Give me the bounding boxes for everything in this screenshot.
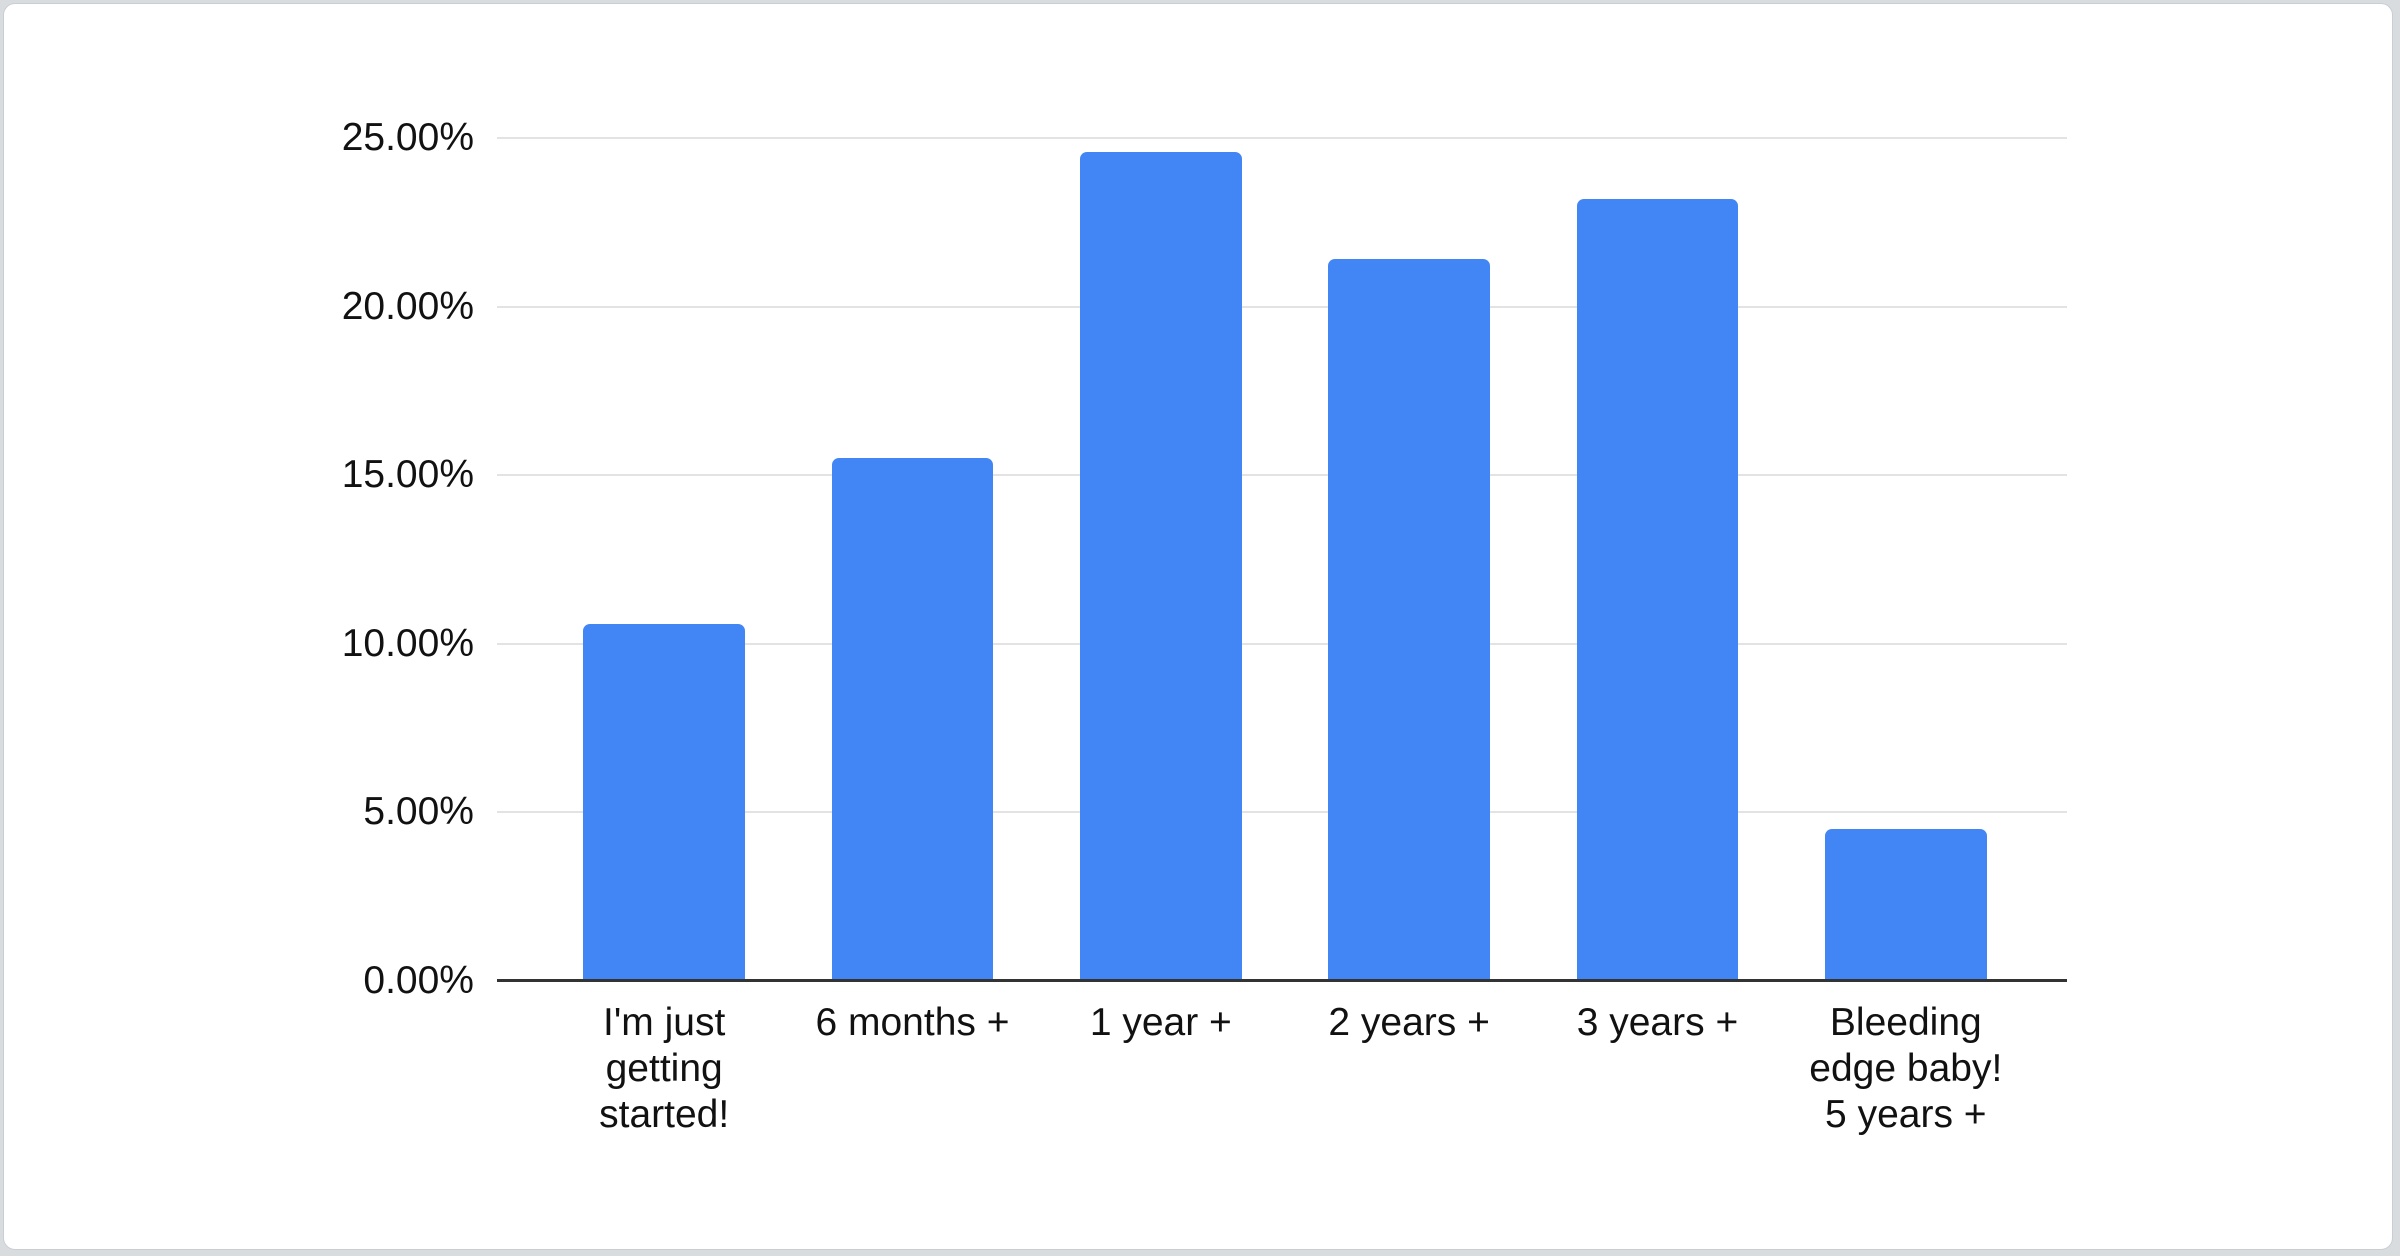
x-axis-labels: I'm just getting started! 6 months + 1 year … <box>540 1000 2030 1138</box>
x-axis-label: Bleeding edge baby! 5 years + <box>1809 1001 2003 1136</box>
y-axis-labels: 0.00% 5.00% 10.00% 15.00% 20.00% 25.00% <box>0 116 474 1002</box>
y-axis-tick-label: 15.00% <box>341 453 474 497</box>
y-axis-tick-label: 25.00% <box>341 116 474 159</box>
bar-4[interactable] <box>1328 259 1490 981</box>
y-axis-tick-label: 20.00% <box>341 284 474 328</box>
x-axis-label: 1 year + <box>1089 1001 1232 1044</box>
gridlines <box>497 137 2067 981</box>
bar-slot <box>540 138 788 981</box>
bar-1[interactable] <box>583 623 745 981</box>
bar-6[interactable] <box>1825 829 1987 981</box>
bars <box>540 138 2030 981</box>
bar-slot <box>1782 138 2030 981</box>
bar-slot <box>1037 138 1285 981</box>
plot-area <box>497 137 2067 982</box>
y-axis-tick-label: 5.00% <box>363 790 474 834</box>
gridline <box>497 305 2067 308</box>
bar-slot <box>788 138 1036 981</box>
y-axis-tick-label: 0.00% <box>363 959 474 1002</box>
y-axis-tick-label: 10.00% <box>341 621 474 665</box>
bar-slot <box>1285 138 1533 981</box>
bar-5[interactable] <box>1576 198 1739 981</box>
gridline <box>497 811 2067 814</box>
gridline <box>497 137 2067 139</box>
x-axis-label: I'm just getting started! <box>599 1001 730 1136</box>
x-axis-label: 2 years + <box>1328 1001 1490 1044</box>
bar-slot <box>1533 138 1781 981</box>
x-axis-line <box>497 979 2067 982</box>
x-axis-label: 3 years + <box>1576 1001 1739 1044</box>
x-axis-label: 6 months + <box>815 1001 1010 1044</box>
gridline <box>497 474 2067 477</box>
gridline <box>497 642 2067 645</box>
bar-2[interactable] <box>831 458 994 981</box>
bar-3[interactable] <box>1080 151 1242 981</box>
